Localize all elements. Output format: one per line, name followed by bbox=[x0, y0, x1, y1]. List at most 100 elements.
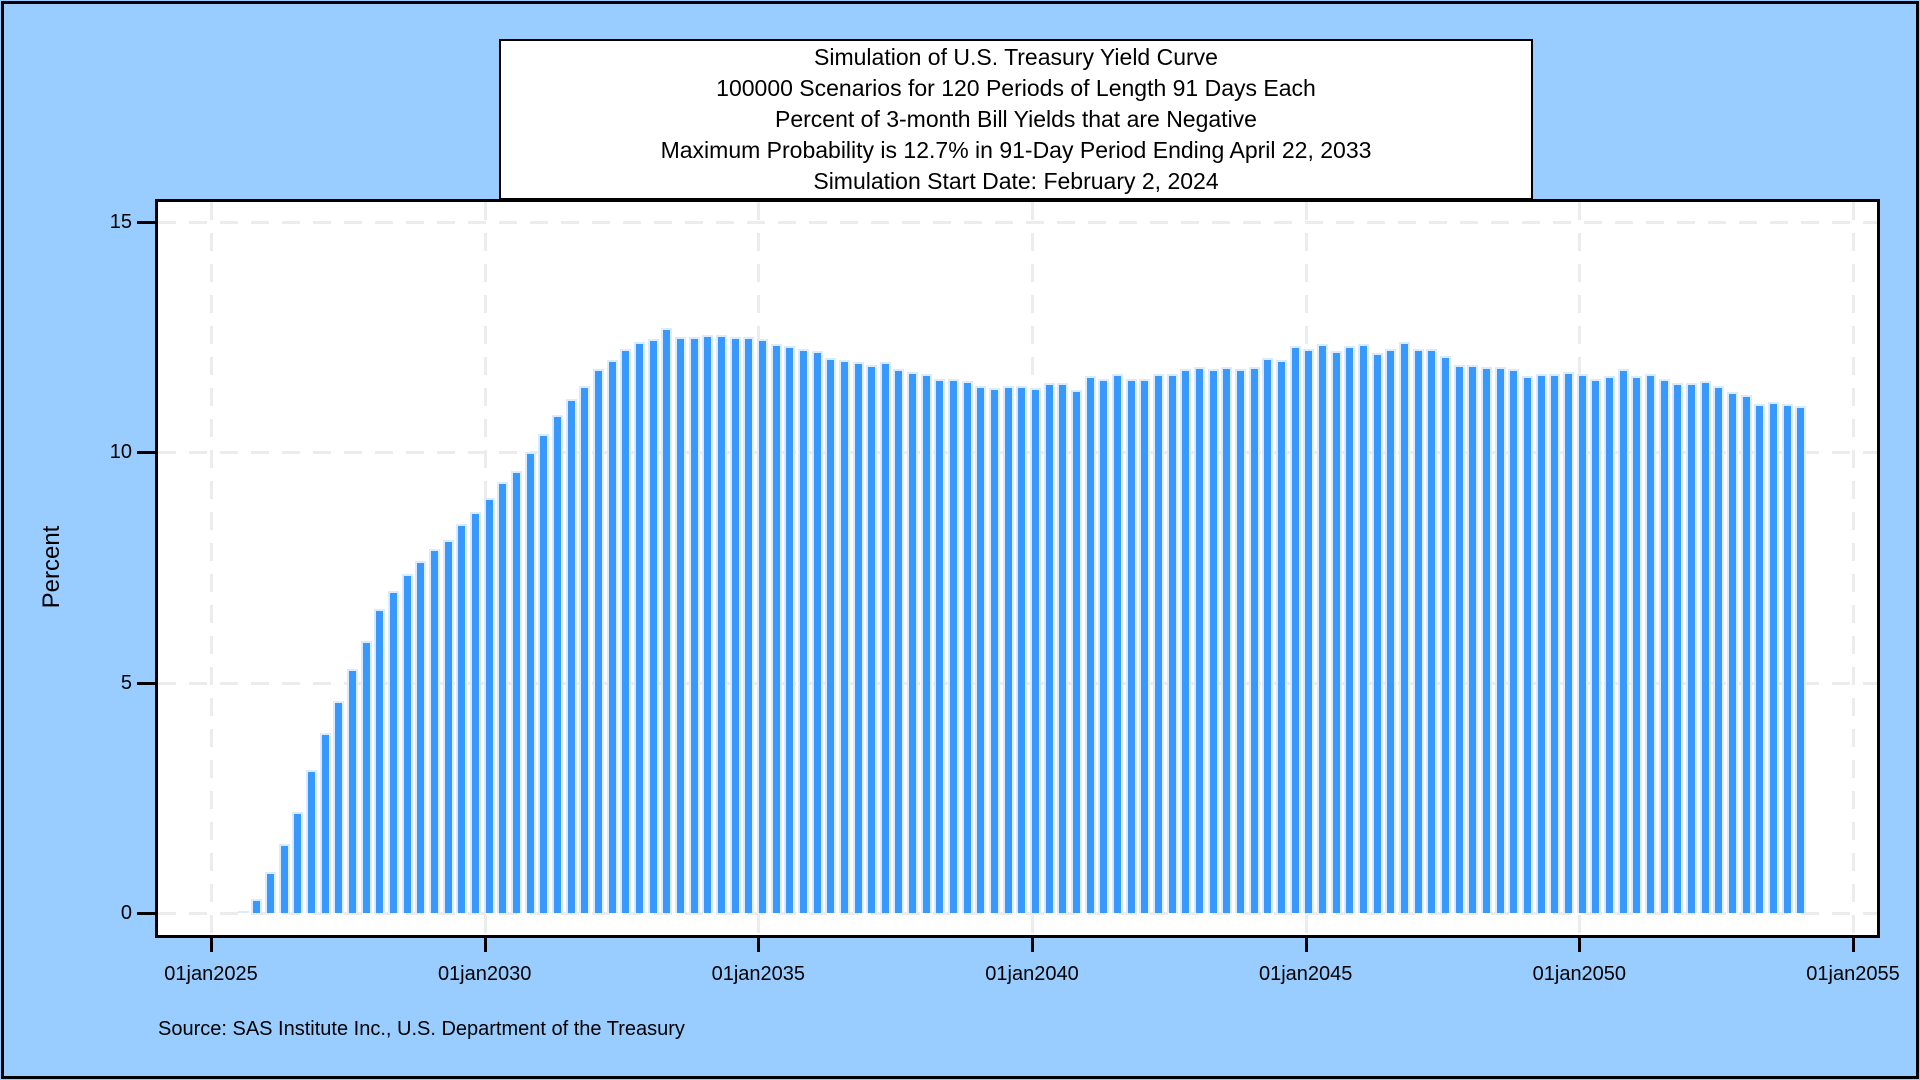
bar-period-9 bbox=[278, 843, 290, 913]
bar-period-94 bbox=[1440, 355, 1452, 913]
y-gridline bbox=[158, 220, 1877, 224]
bar-period-118 bbox=[1768, 401, 1780, 913]
bar-period-40 bbox=[702, 334, 714, 913]
x-tick-mark bbox=[757, 937, 761, 952]
y-tick-label: 10 bbox=[109, 441, 132, 464]
bar-period-62 bbox=[1002, 385, 1014, 913]
bar-period-109 bbox=[1645, 374, 1657, 913]
bar-period-117 bbox=[1754, 403, 1766, 913]
bar-period-105 bbox=[1590, 378, 1602, 913]
bar-period-114 bbox=[1713, 385, 1725, 913]
bar-period-100 bbox=[1522, 376, 1534, 913]
x-tick-label: 01jan2025 bbox=[164, 963, 258, 985]
bar-period-73 bbox=[1153, 374, 1165, 913]
chart-title-box: Simulation of U.S. Treasury Yield Curve … bbox=[499, 39, 1533, 200]
bar-period-65 bbox=[1043, 383, 1055, 913]
bar-period-46 bbox=[784, 346, 796, 913]
x-gridline bbox=[210, 202, 213, 935]
bar-period-6 bbox=[237, 910, 249, 913]
bar-period-81 bbox=[1262, 357, 1274, 913]
y-axis-title: Percent bbox=[38, 525, 65, 609]
bar-period-39 bbox=[688, 337, 700, 913]
bar-period-96 bbox=[1467, 364, 1479, 913]
bar-period-78 bbox=[1221, 367, 1233, 913]
bar-period-84 bbox=[1303, 348, 1315, 913]
bar-period-41 bbox=[715, 334, 727, 913]
bar-period-66 bbox=[1057, 383, 1069, 913]
bar-period-79 bbox=[1235, 369, 1247, 913]
x-tick-mark bbox=[1852, 937, 1856, 952]
bar-period-63 bbox=[1016, 385, 1028, 913]
bar-period-22 bbox=[456, 523, 468, 913]
x-tick-label: 01jan2055 bbox=[1806, 963, 1900, 985]
bar-period-58 bbox=[948, 378, 960, 913]
bar-period-64 bbox=[1030, 387, 1042, 913]
title-line-2: 100000 Scenarios for 120 Periods of Leng… bbox=[716, 75, 1316, 101]
bar-period-51 bbox=[852, 362, 864, 913]
bar-period-20 bbox=[428, 549, 440, 913]
y-tick-mark bbox=[137, 681, 155, 685]
bar-period-21 bbox=[442, 539, 454, 913]
bar-period-42 bbox=[729, 337, 741, 913]
bar-period-50 bbox=[838, 360, 850, 913]
x-tick-label: 01jan2040 bbox=[985, 963, 1079, 985]
bar-period-74 bbox=[1166, 374, 1178, 913]
title-line-5: Simulation Start Date: February 2, 2024 bbox=[813, 168, 1219, 194]
bar-period-12 bbox=[319, 733, 331, 913]
title-line-3: Percent of 3-month Bill Yields that are … bbox=[775, 106, 1257, 132]
bar-period-75 bbox=[1180, 369, 1192, 913]
bar-period-8 bbox=[264, 871, 276, 913]
bar-period-14 bbox=[346, 668, 358, 913]
bar-period-93 bbox=[1426, 348, 1438, 913]
bar-period-23 bbox=[469, 512, 481, 913]
y-tick-mark bbox=[137, 220, 155, 224]
title-line-4: Maximum Probability is 12.7% in 91-Day P… bbox=[660, 137, 1372, 163]
bar-period-77 bbox=[1207, 369, 1219, 913]
bar-period-104 bbox=[1576, 374, 1588, 913]
x-tick-label: 01jan2050 bbox=[1532, 963, 1627, 985]
bar-period-92 bbox=[1412, 348, 1424, 913]
bar-period-107 bbox=[1617, 369, 1629, 913]
bar-period-57 bbox=[934, 378, 946, 913]
bar-period-86 bbox=[1330, 350, 1342, 913]
bar-period-76 bbox=[1194, 367, 1206, 913]
bar-period-59 bbox=[961, 380, 973, 913]
bar-period-34 bbox=[620, 348, 632, 913]
bar-period-108 bbox=[1631, 376, 1643, 913]
x-tick-mark bbox=[210, 937, 213, 952]
bar-period-60 bbox=[975, 385, 987, 913]
bar-period-91 bbox=[1399, 341, 1411, 913]
bar-period-88 bbox=[1358, 344, 1370, 913]
bar-period-98 bbox=[1494, 367, 1506, 913]
bar-period-99 bbox=[1508, 369, 1520, 913]
bar-period-30 bbox=[565, 399, 577, 913]
bar-period-36 bbox=[647, 339, 659, 913]
bar-period-53 bbox=[879, 362, 891, 913]
y-tick-mark bbox=[137, 912, 155, 915]
bar-period-25 bbox=[497, 482, 509, 913]
bar-period-54 bbox=[893, 369, 905, 913]
bar-period-55 bbox=[907, 371, 919, 913]
bar-period-26 bbox=[510, 470, 522, 913]
bar-period-119 bbox=[1781, 403, 1793, 913]
bar-period-45 bbox=[770, 344, 782, 913]
bar-period-102 bbox=[1549, 374, 1561, 913]
source-note: Source: SAS Institute Inc., U.S. Departm… bbox=[158, 1018, 685, 1040]
bar-period-18 bbox=[401, 574, 413, 913]
bar-period-29 bbox=[551, 415, 563, 913]
bar-period-72 bbox=[1139, 378, 1151, 913]
y-tick-label: 5 bbox=[120, 671, 132, 694]
bar-period-90 bbox=[1385, 348, 1397, 913]
bar-period-69 bbox=[1098, 378, 1110, 913]
x-tick-mark bbox=[483, 937, 487, 952]
bar-period-101 bbox=[1535, 374, 1547, 913]
bar-period-35 bbox=[633, 341, 645, 913]
bar-period-111 bbox=[1672, 383, 1684, 913]
y-gridline bbox=[158, 912, 1877, 915]
bar-period-82 bbox=[1276, 360, 1288, 913]
bar-period-49 bbox=[825, 357, 837, 913]
bar-period-52 bbox=[866, 364, 878, 913]
